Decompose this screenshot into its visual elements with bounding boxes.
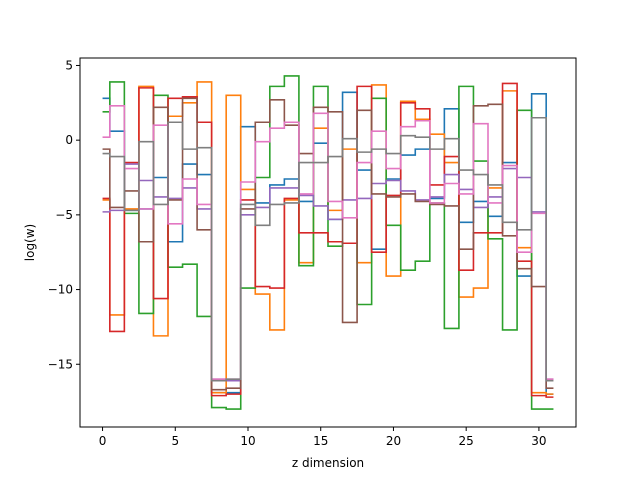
y-axis-label: log(w) — [23, 224, 37, 261]
series-line-6 — [102, 97, 554, 391]
series-line-5 — [102, 163, 554, 382]
y-tick-label: 0 — [65, 133, 73, 147]
x-tick-label: 20 — [386, 434, 401, 448]
x-axis: 0 5 10 15 20 25 30 — [99, 427, 547, 448]
y-tick-label: −15 — [48, 357, 73, 371]
x-tick-label: 25 — [459, 434, 474, 448]
x-tick-label: 30 — [531, 434, 546, 448]
series-line-7 — [102, 105, 554, 380]
x-tick-label: 5 — [171, 434, 179, 448]
y-tick-label: 5 — [65, 58, 73, 72]
y-tick-label: −10 — [48, 283, 73, 297]
series-layer — [102, 75, 554, 410]
x-axis-label: z dimension — [292, 456, 364, 470]
axes-frame — [79, 57, 577, 428]
x-tick-label: 15 — [313, 434, 328, 448]
y-axis: 5 0 −5 −10 −15 — [48, 58, 80, 371]
x-tick-label: 10 — [240, 434, 255, 448]
series-line-8 — [102, 116, 554, 382]
y-tick-label: −5 — [55, 208, 73, 222]
x-tick-label: 0 — [99, 434, 107, 448]
